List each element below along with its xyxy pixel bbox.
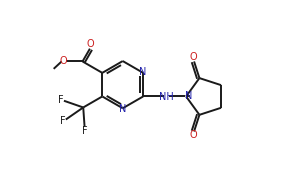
Text: F: F	[82, 126, 87, 136]
Text: O: O	[60, 56, 68, 66]
Text: F: F	[60, 116, 65, 126]
Text: N: N	[119, 104, 127, 114]
Text: F: F	[58, 95, 64, 105]
Text: O: O	[86, 39, 94, 49]
Text: N: N	[185, 91, 192, 101]
Text: O: O	[190, 131, 197, 141]
Text: N: N	[140, 67, 147, 77]
Text: NH: NH	[159, 92, 173, 102]
Text: O: O	[190, 52, 197, 62]
